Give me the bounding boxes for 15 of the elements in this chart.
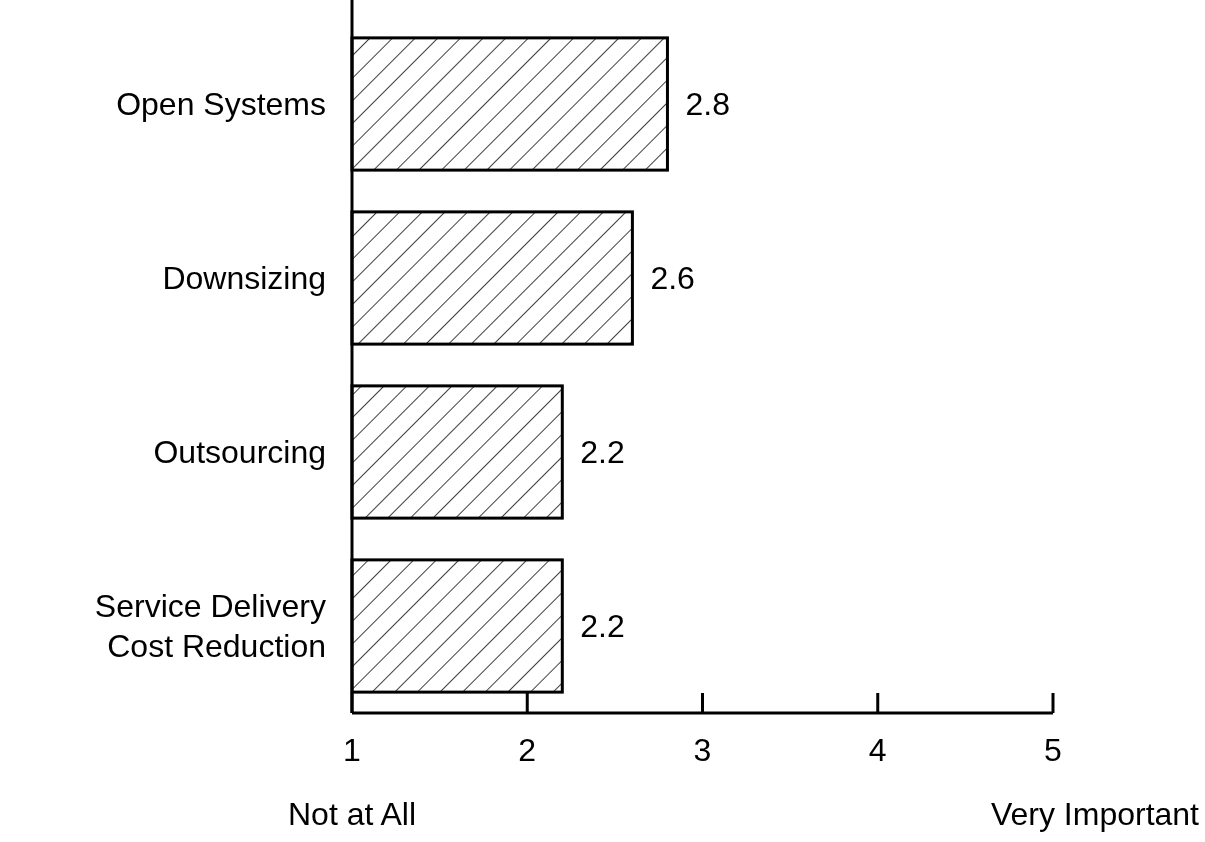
data-label: 2.2 <box>580 608 625 645</box>
y-tick-label: Outsourcing <box>153 434 326 471</box>
x-tick-label: 1 <box>343 732 361 768</box>
y-tick-label: Service Delivery Cost Reduction <box>94 588 326 665</box>
data-label: 2.2 <box>580 434 625 471</box>
y-tick-label: Downsizing <box>162 260 326 297</box>
y-tick-label: Open Systems <box>116 86 326 123</box>
data-label: 2.6 <box>650 260 695 297</box>
x-tick-label: 3 <box>693 732 712 768</box>
x-tick-label: 5 <box>1044 732 1062 768</box>
text: Very Important <box>990 796 1200 832</box>
text: Not at All <box>287 796 417 832</box>
x-tick-label: 4 <box>868 732 887 768</box>
data-label: 2.8 <box>685 86 730 123</box>
x-tick-label: 2 <box>518 732 537 768</box>
